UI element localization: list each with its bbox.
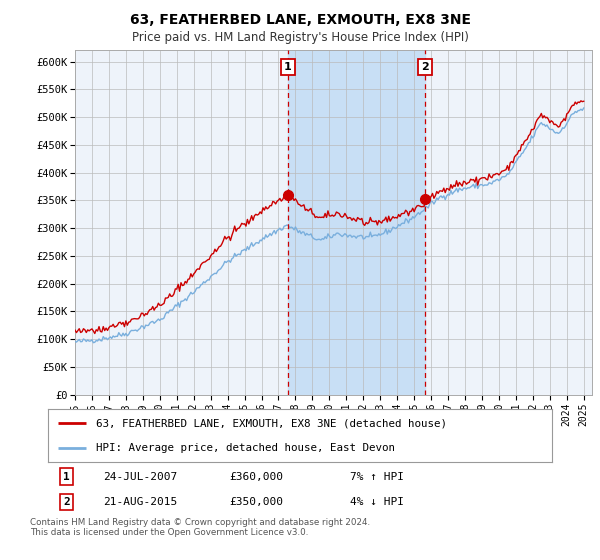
Text: £350,000: £350,000	[229, 497, 283, 507]
Bar	[288, 50, 425, 395]
Text: 63, FEATHERBED LANE, EXMOUTH, EX8 3NE: 63, FEATHERBED LANE, EXMOUTH, EX8 3NE	[130, 13, 470, 27]
Text: Price paid vs. HM Land Registry's House Price Index (HPI): Price paid vs. HM Land Registry's House …	[131, 31, 469, 44]
Text: £360,000: £360,000	[229, 472, 283, 482]
Text: Contains HM Land Registry data © Crown copyright and database right 2024.
This d: Contains HM Land Registry data © Crown c…	[30, 518, 370, 538]
Text: 1: 1	[63, 472, 70, 482]
Text: 2: 2	[421, 62, 429, 72]
Text: 7% ↑ HPI: 7% ↑ HPI	[350, 472, 404, 482]
Text: 4% ↓ HPI: 4% ↓ HPI	[350, 497, 404, 507]
Text: 24-JUL-2007: 24-JUL-2007	[103, 472, 178, 482]
Text: HPI: Average price, detached house, East Devon: HPI: Average price, detached house, East…	[96, 442, 395, 452]
Text: 1: 1	[284, 62, 292, 72]
Text: 63, FEATHERBED LANE, EXMOUTH, EX8 3NE (detached house): 63, FEATHERBED LANE, EXMOUTH, EX8 3NE (d…	[96, 418, 447, 428]
Text: 2: 2	[63, 497, 70, 507]
Text: 21-AUG-2015: 21-AUG-2015	[103, 497, 178, 507]
